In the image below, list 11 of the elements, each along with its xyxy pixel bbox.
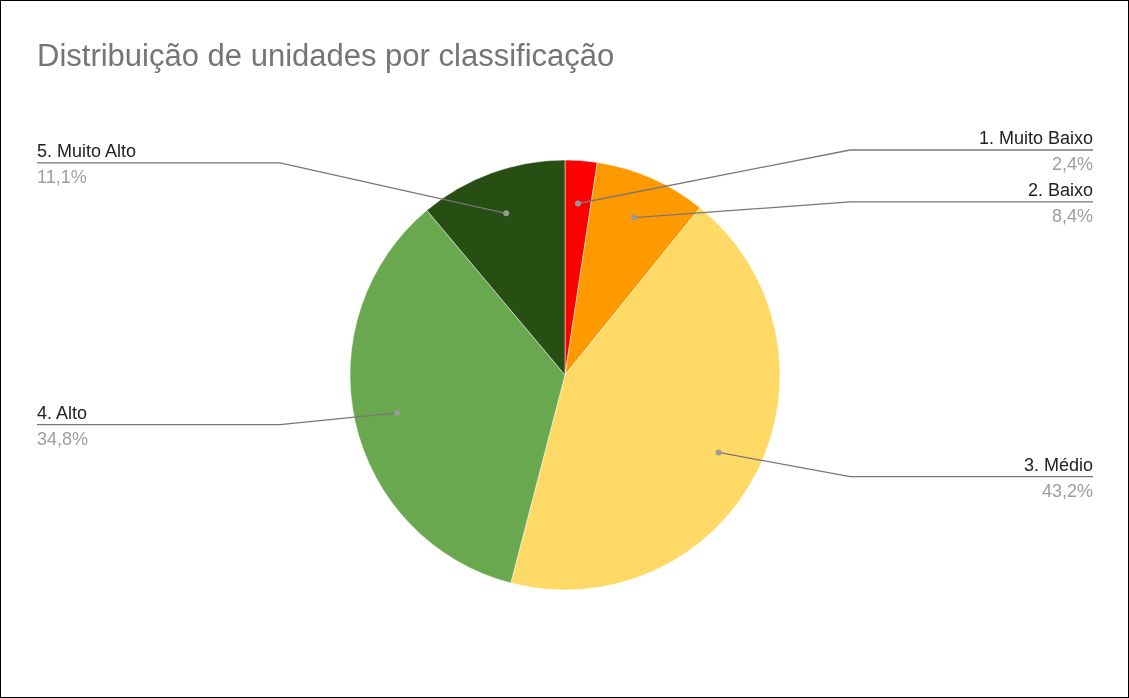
chart-title: Distribuição de unidades por classificação bbox=[37, 38, 615, 73]
data-label: 34,8% bbox=[37, 428, 89, 449]
slice-label: 4. Alto bbox=[37, 402, 88, 423]
slice-label: 1. Muito Baixo bbox=[978, 128, 1093, 148]
slice-label: 2. Baixo bbox=[1027, 179, 1093, 200]
slice-label: 3. Médio bbox=[1023, 454, 1093, 475]
data-label: 2,4% bbox=[1051, 154, 1093, 174]
data-label: 11,1% bbox=[37, 166, 87, 187]
data-label: 8,4% bbox=[1051, 205, 1093, 226]
data-label: 43,2% bbox=[1041, 480, 1093, 501]
slice-label: 5. Muito Alto bbox=[37, 140, 137, 161]
